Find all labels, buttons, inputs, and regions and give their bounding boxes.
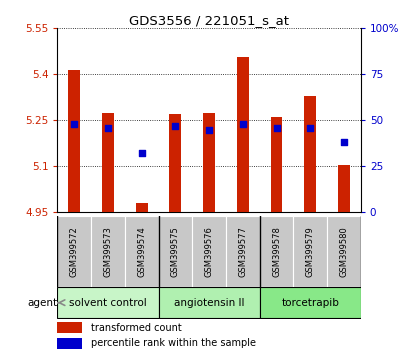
Bar xyxy=(270,117,282,212)
Bar xyxy=(135,203,147,212)
Point xyxy=(340,139,346,145)
Bar xyxy=(102,113,114,212)
Point xyxy=(306,125,313,131)
Bar xyxy=(225,216,259,287)
Bar xyxy=(57,216,91,287)
Text: solvent control: solvent control xyxy=(69,298,146,308)
Point xyxy=(138,151,145,156)
Text: torcetrapib: torcetrapib xyxy=(281,298,338,308)
Text: GSM399576: GSM399576 xyxy=(204,226,213,277)
Bar xyxy=(326,216,360,287)
Text: percentile rank within the sample: percentile rank within the sample xyxy=(90,338,255,348)
Point xyxy=(71,121,77,127)
Bar xyxy=(57,338,81,349)
Text: transformed count: transformed count xyxy=(90,322,181,332)
Bar xyxy=(158,216,192,287)
Text: GSM399577: GSM399577 xyxy=(238,226,247,277)
Text: GSM399574: GSM399574 xyxy=(137,226,146,277)
Text: GSM399579: GSM399579 xyxy=(305,226,314,277)
Bar xyxy=(337,165,349,212)
Bar xyxy=(293,216,326,287)
Text: GSM399580: GSM399580 xyxy=(339,226,348,277)
Bar xyxy=(169,114,181,212)
Text: angiotensin II: angiotensin II xyxy=(173,298,244,308)
Bar xyxy=(91,216,124,287)
Bar xyxy=(124,216,158,287)
Bar xyxy=(192,216,225,287)
Bar xyxy=(57,287,158,318)
Bar xyxy=(236,57,248,212)
Title: GDS3556 / 221051_s_at: GDS3556 / 221051_s_at xyxy=(129,14,288,27)
Text: GSM399572: GSM399572 xyxy=(70,226,79,277)
Point xyxy=(239,121,245,127)
Bar xyxy=(259,287,360,318)
Bar xyxy=(57,322,81,333)
Text: GSM399578: GSM399578 xyxy=(271,226,280,277)
Point xyxy=(172,123,178,129)
Point xyxy=(272,125,279,131)
Point xyxy=(104,125,111,131)
Bar xyxy=(303,96,315,212)
Text: GSM399573: GSM399573 xyxy=(103,226,112,277)
Bar xyxy=(259,216,293,287)
Text: agent: agent xyxy=(27,298,58,308)
Bar xyxy=(158,287,259,318)
Point xyxy=(205,127,212,132)
Text: GSM399575: GSM399575 xyxy=(171,226,180,277)
Bar xyxy=(203,113,214,212)
Bar xyxy=(68,70,80,212)
